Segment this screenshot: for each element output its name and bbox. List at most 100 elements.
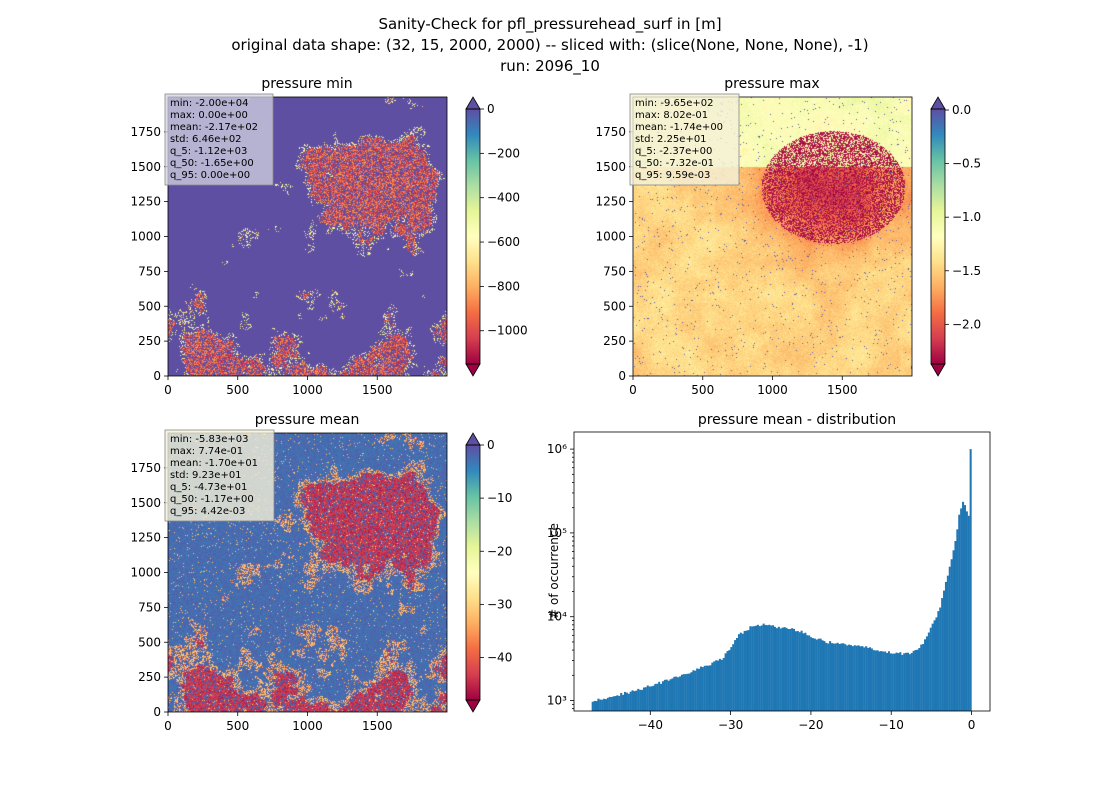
histogram-bar [639,689,642,711]
stat-line: std: 2.25e+01 [635,134,707,145]
colorbar-tick-label: −10 [487,491,512,505]
histogram-bar [944,581,947,711]
histogram-bar [663,679,666,711]
histogram-bar [842,643,845,711]
histogram-bar [631,690,634,711]
histogram-bar [715,660,718,711]
colorbar-frame [465,444,481,701]
histogram-bar [625,692,628,711]
histogram-bar [652,685,655,711]
histogram-bar [794,631,797,711]
histogram-bar [749,626,752,711]
histogram-bar [606,697,609,711]
histogram-bar [897,653,900,711]
histogram-bar [608,696,611,711]
panel-title: pressure mean - distribution [698,412,896,428]
colorbar-frame [465,108,481,365]
histogram-bar [775,628,778,711]
histogram-bar [779,628,782,711]
histogram-bar [713,661,716,711]
histogram-bar [684,674,687,711]
histogram-bar [620,692,623,711]
y-tick-label: 10³ [547,694,567,708]
histogram-bar [925,636,928,711]
y-tick-label: 500 [138,299,161,313]
histogram-bar [705,665,708,711]
histogram-bar [774,626,777,711]
histogram-bar [680,674,683,711]
y-tick-label: 750 [138,600,161,614]
stat-line: max: 0.00e+00 [170,110,248,121]
x-tick-label: 1000 [757,383,788,397]
histogram-bar [958,514,961,711]
histogram-bar [711,662,714,711]
histogram-bar [741,633,744,711]
panel-title: pressure max [724,76,819,92]
histogram-bar [853,645,856,711]
histogram-bar [967,515,970,711]
histogram-bar [637,688,640,711]
histogram-bar [946,575,949,711]
y-tick-label: 1750 [595,125,626,139]
x-tick-label: 500 [226,719,249,733]
histogram-bar [673,676,676,711]
histogram-bar [665,679,668,711]
histogram-bar [899,652,902,711]
histogram-bar [836,642,839,711]
histogram-bar [965,511,968,711]
stat-line: mean: -2.17e+02 [170,122,258,133]
histogram-bar [772,625,775,711]
colorbar-tick-label: 0.0 [952,103,971,117]
histogram-bar [889,653,892,711]
histogram-bar [732,644,735,711]
colorbar-tick-label: 0 [487,438,495,452]
histogram-bar [646,685,649,711]
histogram-bar [726,651,729,711]
panel-histogram: pressure mean - distribution −40 −30 −20 −1… [547,412,991,732]
histogram-bar [960,508,963,711]
histogram-bar [728,650,731,711]
histogram-bar [777,626,780,711]
stats-box: min: -9.65e+02 max: 8.02e-01 mean: -1.74… [629,93,740,186]
histogram-bar [610,697,613,711]
histogram-bar [724,653,727,711]
histogram-bar [766,625,769,711]
histogram-bar [730,647,733,711]
y-tick-label: 1250 [130,531,161,545]
y-tick-label: 10⁶ [547,442,567,456]
histogram-bar [758,626,761,711]
histogram-bar [893,653,896,711]
histogram-bar [804,632,807,711]
histogram-bar [952,550,955,711]
histogram-bar [821,640,824,711]
colorbar-tick-label: −1000 [487,324,528,338]
y-tick-label: 0 [153,705,161,719]
histogram-bar [686,673,689,711]
histogram-bar [656,683,659,711]
histogram-bar [872,650,875,711]
histogram-bar [857,645,860,711]
histogram-bar [798,632,801,711]
panel-pressure-min: pressure min 0 500 1000 1500 0 250 500 750 1000 1… [130,76,527,397]
histogram-bar [870,648,873,711]
histogram-bar [956,529,959,711]
x-tick-label: 1000 [292,719,323,733]
histogram-bar [599,699,602,711]
histogram-bar [830,643,834,711]
histogram-bar [878,651,881,711]
histogram-bar [876,650,879,711]
colorbar-tick-label: −1.5 [952,264,981,278]
histogram-bar [817,638,820,711]
histogram-bar [792,628,796,711]
histogram-bar [813,638,816,711]
stat-line: mean: -1.70e+01 [170,458,258,469]
axes-ticks: 0 500 1000 1500 0 250 500 750 1000 1250 1500 1750 [130,461,392,733]
histogram-bar [604,699,608,711]
x-tick-label: −30 [718,718,743,732]
y-tick-label: 1750 [130,125,161,139]
colorbar-extend-max [930,96,946,110]
histogram-bar [679,676,682,711]
histogram-bar [929,627,932,711]
histogram-bar [840,643,843,711]
